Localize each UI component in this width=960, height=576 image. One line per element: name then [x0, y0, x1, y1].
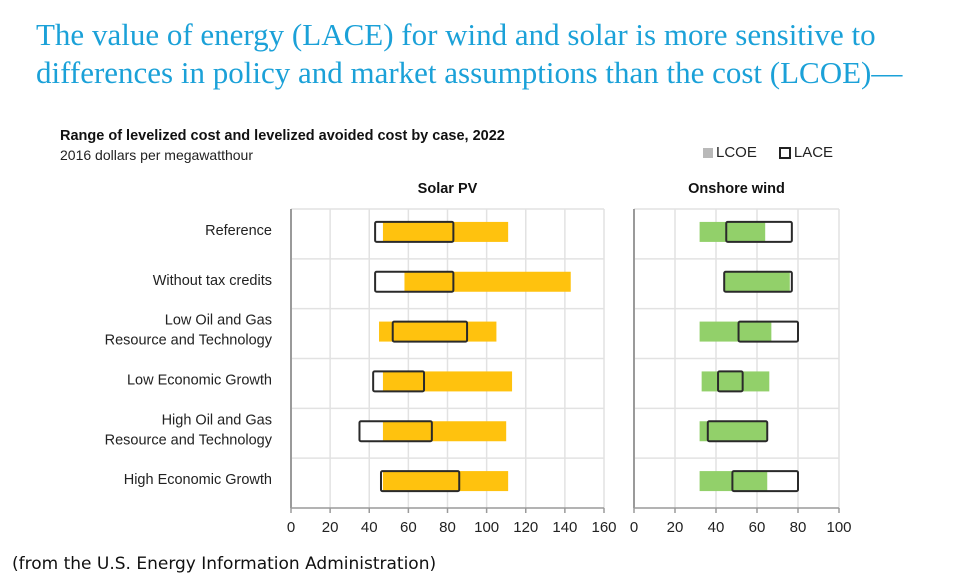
category-label: Low Economic Growth [127, 372, 272, 388]
x-tick-label: 20 [322, 519, 339, 536]
lcoe-bar [382, 471, 509, 492]
legend-label-lace: LACE [793, 144, 834, 161]
x-tick-label: 0 [287, 519, 295, 536]
lcoe-bar [699, 471, 768, 492]
lcoe-bar [404, 271, 571, 292]
lcoe-bar [699, 421, 768, 442]
lcoe-bar [724, 271, 790, 292]
chart-subtitle: 2016 dollars per megawatthour [60, 147, 254, 163]
x-tick-label: 100 [826, 519, 851, 536]
x-tick-label: 160 [591, 519, 616, 536]
lace-bar [391, 320, 469, 343]
lace-bar [706, 420, 769, 443]
x-tick-label: 60 [400, 519, 417, 536]
lcoe-bar [382, 421, 507, 442]
legend-item-lcoe: LCOE [703, 144, 757, 161]
category-label: Reference [205, 223, 272, 239]
lace-bar [731, 470, 800, 493]
x-tick-label: 20 [667, 519, 684, 536]
x-tick-label: 60 [749, 519, 766, 536]
lace-bar [723, 270, 793, 293]
lace-bar [717, 370, 744, 393]
x-tick-label: 100 [474, 519, 499, 536]
x-tick-label: 120 [513, 519, 538, 536]
legend-item-lace: LACE [778, 144, 834, 161]
x-tick-label: 80 [439, 519, 456, 536]
category-label: Low Oil and Gas [165, 313, 272, 329]
chart-title: Range of levelized cost and levelized av… [60, 128, 505, 144]
x-tick-label: 40 [361, 519, 378, 536]
lace-bar [374, 220, 455, 243]
lcoe-bar [382, 371, 513, 392]
x-tick-label: 140 [552, 519, 577, 536]
x-tick-label: 0 [630, 519, 638, 536]
lace-bar [379, 470, 461, 493]
lace-bar [372, 370, 426, 393]
legend-label-lcoe: LCOE [716, 144, 757, 161]
category-label: High Economic Growth [124, 472, 272, 488]
lace-bar [374, 270, 455, 293]
category-label: High Oil and Gas [162, 412, 272, 428]
category-label: Resource and Technology [105, 333, 273, 349]
x-tick-label: 40 [708, 519, 725, 536]
lace-bar [358, 420, 433, 443]
headline: The value of energy (LACE) for wind and … [36, 17, 903, 90]
lace-bar [725, 220, 793, 243]
lcoe-bar [379, 321, 497, 342]
lcoe-bar [382, 221, 509, 242]
lace-bar [737, 320, 799, 343]
lcoe-bar [701, 371, 770, 392]
panel-title: Onshore wind [688, 181, 785, 197]
lcoe-bar [699, 321, 772, 342]
source-footer: (from the U.S. Energy Information Admini… [12, 554, 437, 574]
x-tick-label: 80 [790, 519, 807, 536]
category-label: Resource and Technology [105, 432, 273, 448]
legend-swatch-lace [778, 146, 791, 159]
panel-title: Solar PV [418, 181, 478, 197]
lcoe-bar [699, 221, 766, 242]
category-label: Without tax credits [153, 273, 272, 289]
legend: LCOE LACE [703, 144, 833, 161]
legend-swatch-lcoe [703, 147, 713, 158]
